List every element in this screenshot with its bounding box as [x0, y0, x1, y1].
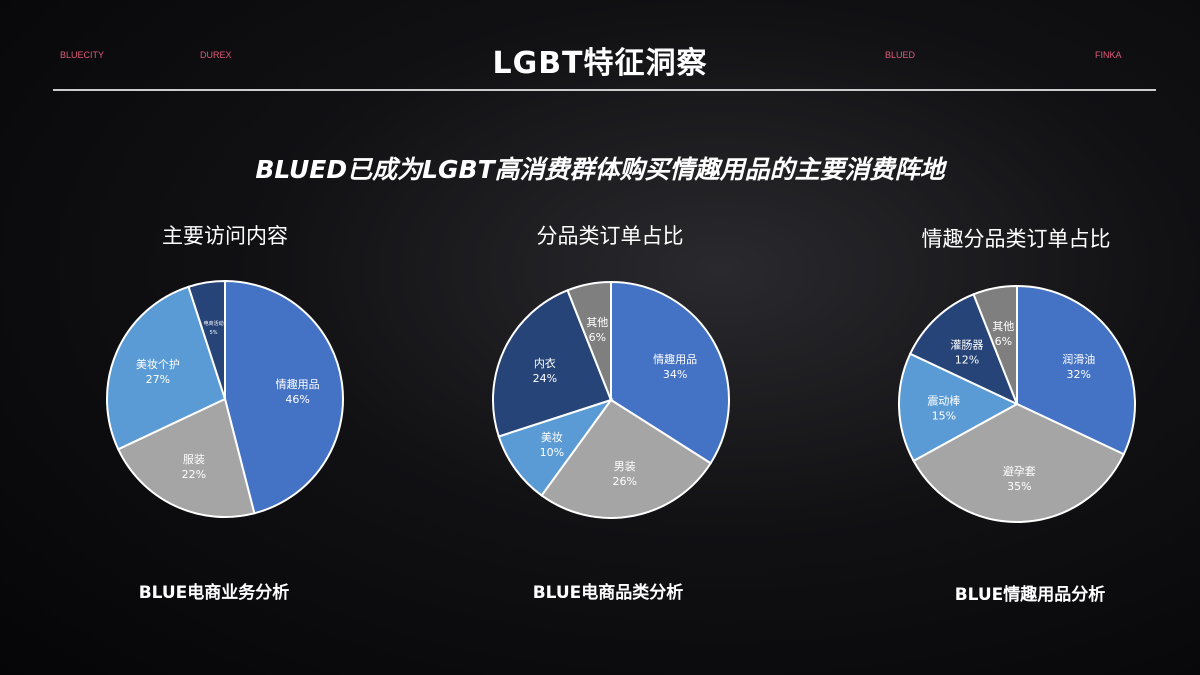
slice-category-label: 内衣 — [534, 356, 556, 370]
slice-category-label: 震动棒 — [927, 393, 960, 407]
chart-caption-1: BLUE电商业务分析 — [138, 583, 290, 603]
slice-category-label: 灌肠器 — [950, 339, 983, 352]
slice-value-label: 15% — [932, 409, 956, 422]
pie-slice-1 — [224, 279, 344, 515]
slice-category-label: 其他 — [586, 316, 608, 329]
slice-value-label: 26% — [612, 475, 636, 488]
slice-category-label: 润滑油 — [1062, 352, 1095, 366]
slice-value-label: 6% — [995, 335, 1012, 348]
slice-category-label: 美妆 — [541, 431, 563, 444]
pie-slice-4 — [187, 279, 226, 400]
slice-value-label: 24% — [533, 372, 557, 385]
slice-value-label: 35% — [1007, 480, 1031, 493]
divider — [53, 89, 1156, 91]
pie-slice-2 — [912, 402, 1126, 523]
nav-durex[interactable]: DUREX — [200, 50, 232, 60]
page-title: LGBT特征洞察 — [492, 46, 708, 81]
nav-finka[interactable]: FINKA — [1095, 50, 1122, 60]
slice-value-label: 46% — [285, 393, 309, 406]
slice-value-label: 10% — [540, 446, 564, 459]
slice-value-label: 12% — [955, 354, 979, 367]
pie-chart-2: 情趣用品 34% 男装 26% 美妆 10% 内衣 24% 其他 6% — [492, 280, 730, 519]
nav-bluecity[interactable]: BLUECITY — [60, 50, 105, 60]
pie-slice-2 — [116, 397, 256, 518]
slice-value-label: 5% — [210, 330, 218, 336]
chart-caption-2: BLUE电商品类分析 — [532, 583, 684, 603]
slice-category-label: 电商活动 — [204, 320, 224, 327]
slice-value-label: 32% — [1067, 368, 1091, 381]
slice-value-label: 6% — [589, 331, 606, 344]
pie-slice-4 — [908, 292, 1019, 406]
slice-category-label: 其他 — [992, 320, 1014, 333]
chart-title-3: 情趣分品类订单占比 — [921, 227, 1111, 251]
slice-category-label: 男装 — [614, 460, 636, 473]
nav-blued[interactable]: BLUED — [885, 50, 916, 60]
pie-slice-1 — [1016, 284, 1136, 456]
pie-slice-2 — [540, 398, 713, 519]
slice-category-label: 情趣用品 — [653, 352, 697, 366]
chart-title-2: 分品类订单占比 — [536, 224, 684, 248]
subtitle: BLUED已成为LGBT高消费群体购买情趣用品的主要消费阵地 — [255, 155, 945, 184]
pie-slice-5 — [566, 280, 612, 401]
slice-category-label: 情趣用品 — [276, 377, 320, 391]
slice-category-label: 避孕套 — [1003, 464, 1036, 478]
slice-value-label: 22% — [182, 468, 206, 481]
pie-slice-3 — [497, 398, 614, 497]
pie-slice-3 — [898, 352, 1020, 463]
pie-slice-5 — [972, 284, 1018, 405]
slice-category-label: 服装 — [183, 453, 205, 466]
pie-chart-1: 情趣用品 46% 服装 22% 美妆个护 27% 电商活动 5% — [106, 279, 344, 518]
slice-value-label: 34% — [663, 368, 687, 381]
slice-value-label: 27% — [146, 373, 170, 386]
pie-slice-3 — [106, 285, 227, 451]
slice-category-label: 美妆个护 — [136, 357, 180, 371]
chart-title-1: 主要访问内容 — [162, 224, 288, 248]
chart-caption-3: BLUE情趣用品分析 — [954, 585, 1106, 605]
pie-chart-3: 润滑油 32% 避孕套 35% 震动棒 15% 灌肠器 12% 其他 6% — [898, 284, 1136, 523]
